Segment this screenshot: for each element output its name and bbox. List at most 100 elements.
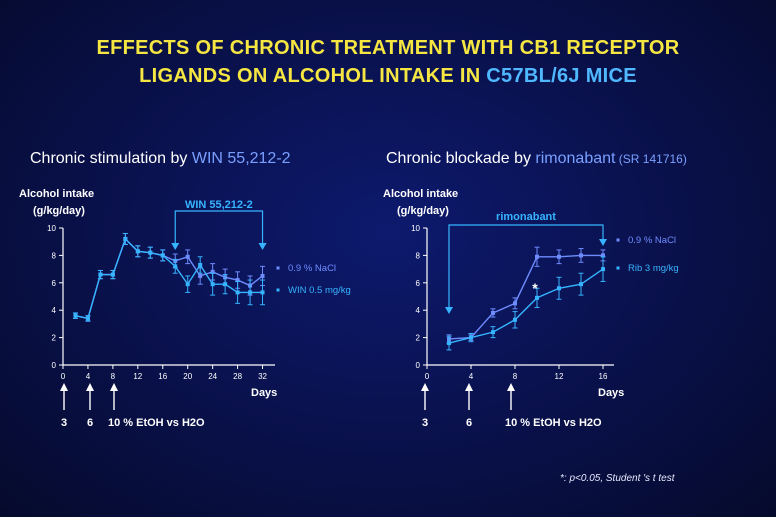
left-xtick-label: 4 — [86, 372, 91, 381]
title-line-1: EFFECTS OF CHRONIC TREATMENT WITH CB1 RE… — [96, 37, 680, 59]
left-ylabel-line2: (g/kg/day) — [33, 205, 85, 217]
left-event-arrowhead-0 — [60, 383, 68, 391]
left-series-1-point — [210, 282, 215, 287]
left-chart-title: Chronic stimulation by WIN 55,212-2 — [30, 150, 291, 168]
title-line-2-prefix: LIGANDS ON ALCOHOL INTAKE IN — [139, 65, 487, 87]
right-series-0-point — [535, 254, 539, 259]
left-series-1-point — [110, 272, 115, 277]
right-event-label-1: 6 — [466, 417, 472, 429]
right-ytick-label: 4 — [416, 306, 421, 315]
right-event-arrowhead-1 — [465, 383, 473, 391]
left-ytick-label: 8 — [52, 251, 57, 260]
left-xtick-label: 24 — [208, 372, 217, 381]
right-xlabel: Days — [598, 387, 624, 399]
left-legend-label-1: WIN 0.5 mg/kg — [288, 285, 351, 296]
right-ytick-label: 2 — [416, 334, 421, 343]
right-legend-label-0: 0.9 % NaCl — [628, 235, 676, 246]
left-xtick-label: 8 — [111, 372, 116, 381]
left-ytick-label: 2 — [52, 334, 57, 343]
right-xtick-label: 12 — [555, 372, 564, 381]
right-legend-marker-1 — [616, 266, 620, 270]
left-series-1-point — [98, 272, 103, 277]
right-ytick-label: 6 — [416, 279, 421, 288]
left-series-1-point — [85, 316, 90, 321]
right-treatment-bracket — [448, 224, 604, 308]
left-xtick-label: 0 — [61, 372, 66, 381]
right-series-0-line — [448, 254, 603, 340]
right-series-1-point — [601, 267, 605, 272]
right-series-0-point — [513, 301, 517, 306]
right-ytick-label: 8 — [416, 251, 421, 260]
left-series-1-point — [73, 313, 78, 318]
left-xtick-label: 12 — [133, 372, 142, 381]
right-series-1-point — [535, 295, 539, 300]
left-ytick-label: 10 — [47, 224, 56, 233]
right-treatment-label: rimonabant — [496, 211, 556, 223]
right-legend-label-1: Rib 3 mg/kg — [628, 263, 679, 274]
right-series-1-point — [447, 341, 451, 346]
right-series-1-point — [579, 282, 583, 287]
right-event-arrowhead-0 — [421, 383, 429, 391]
right-ytick-label: 0 — [416, 361, 421, 370]
right-legend-marker-0 — [616, 238, 620, 242]
right-xtick-label: 0 — [425, 372, 430, 381]
left-treatment-label: WIN 55,212-2 — [185, 199, 253, 211]
left-series-1-point — [198, 262, 203, 267]
right-series-1-point — [469, 335, 473, 340]
left-xtick-label: 20 — [183, 372, 192, 381]
right-chart-title-suffix: (SR 141716) — [615, 152, 687, 166]
left-series-0-point — [198, 273, 203, 278]
right-chart-title-prefix: Chronic blockade by — [386, 150, 536, 167]
left-series-1-point — [123, 236, 128, 241]
left-legend-marker-0 — [276, 266, 280, 270]
left-series-1-point — [173, 264, 178, 269]
right-event-arrowhead-2 — [507, 383, 515, 391]
left-ylabel-line1: Alcohol intake — [19, 188, 94, 200]
left-series-1-point — [260, 290, 265, 295]
title-line-2: LIGANDS ON ALCOHOL INTAKE IN C57BL/6J MI… — [0, 62, 776, 90]
right-xtick-label: 4 — [469, 372, 474, 381]
footnote: *: p<0.05, Student 's t test — [560, 473, 675, 484]
left-series-0-point — [210, 269, 215, 274]
left-chart-title-highlight: WIN 55,212-2 — [191, 150, 291, 167]
left-series-1-line — [75, 237, 263, 320]
left-event-label-0: 3 — [61, 417, 67, 429]
left-treatment-arrow-end — [258, 243, 267, 250]
right-xtick-label: 8 — [513, 372, 518, 381]
left-event-arrowhead-2 — [110, 383, 118, 391]
left-ytick-label: 6 — [52, 279, 57, 288]
left-series-1-point — [135, 249, 140, 254]
right-chart-title-highlight: rimonabant — [535, 150, 616, 167]
right-series-0-point — [491, 310, 495, 315]
left-series-1-point — [235, 290, 240, 295]
left-xtick-label: 32 — [258, 372, 267, 381]
right-event-label-2: 10 % EtOH vs H2O — [505, 417, 602, 429]
right-series-1-point — [513, 317, 517, 322]
left-series-1-point — [248, 290, 253, 295]
title-line-2-highlight: C57BL/6J MICE — [486, 65, 637, 87]
left-event-arrowhead-1 — [86, 383, 94, 391]
left-ytick-label: 0 — [52, 361, 57, 370]
left-chart-title-prefix: Chronic stimulation by — [30, 150, 192, 167]
right-ytick-label: 10 — [411, 224, 420, 233]
right-treatment-arrow-start — [445, 307, 453, 314]
right-xtick-label: 16 — [599, 372, 608, 381]
right-series-0-point — [601, 253, 605, 258]
left-xlabel: Days — [251, 387, 277, 399]
right-ylabel-line1: Alcohol intake — [383, 188, 458, 200]
left-series-0-line — [75, 237, 263, 320]
left-legend-label-0: 0.9 % NaCl — [288, 263, 336, 274]
left-series-1-point — [223, 282, 228, 287]
left-event-label-2: 10 % EtOH vs H2O — [108, 417, 205, 429]
right-treatment-arrow-end — [599, 239, 607, 246]
left-series-1-point — [185, 282, 190, 287]
right-series-1-point — [557, 286, 561, 291]
left-series-0-point — [235, 278, 240, 283]
slide-title: EFFECTS OF CHRONIC TREATMENT WITH CB1 RE… — [0, 34, 776, 90]
left-xtick-label: 28 — [233, 372, 242, 381]
left-series-0-point — [260, 273, 265, 278]
left-treatment-bracket — [174, 210, 264, 244]
right-event-label-0: 3 — [422, 417, 428, 429]
right-series-1-point — [491, 330, 495, 335]
